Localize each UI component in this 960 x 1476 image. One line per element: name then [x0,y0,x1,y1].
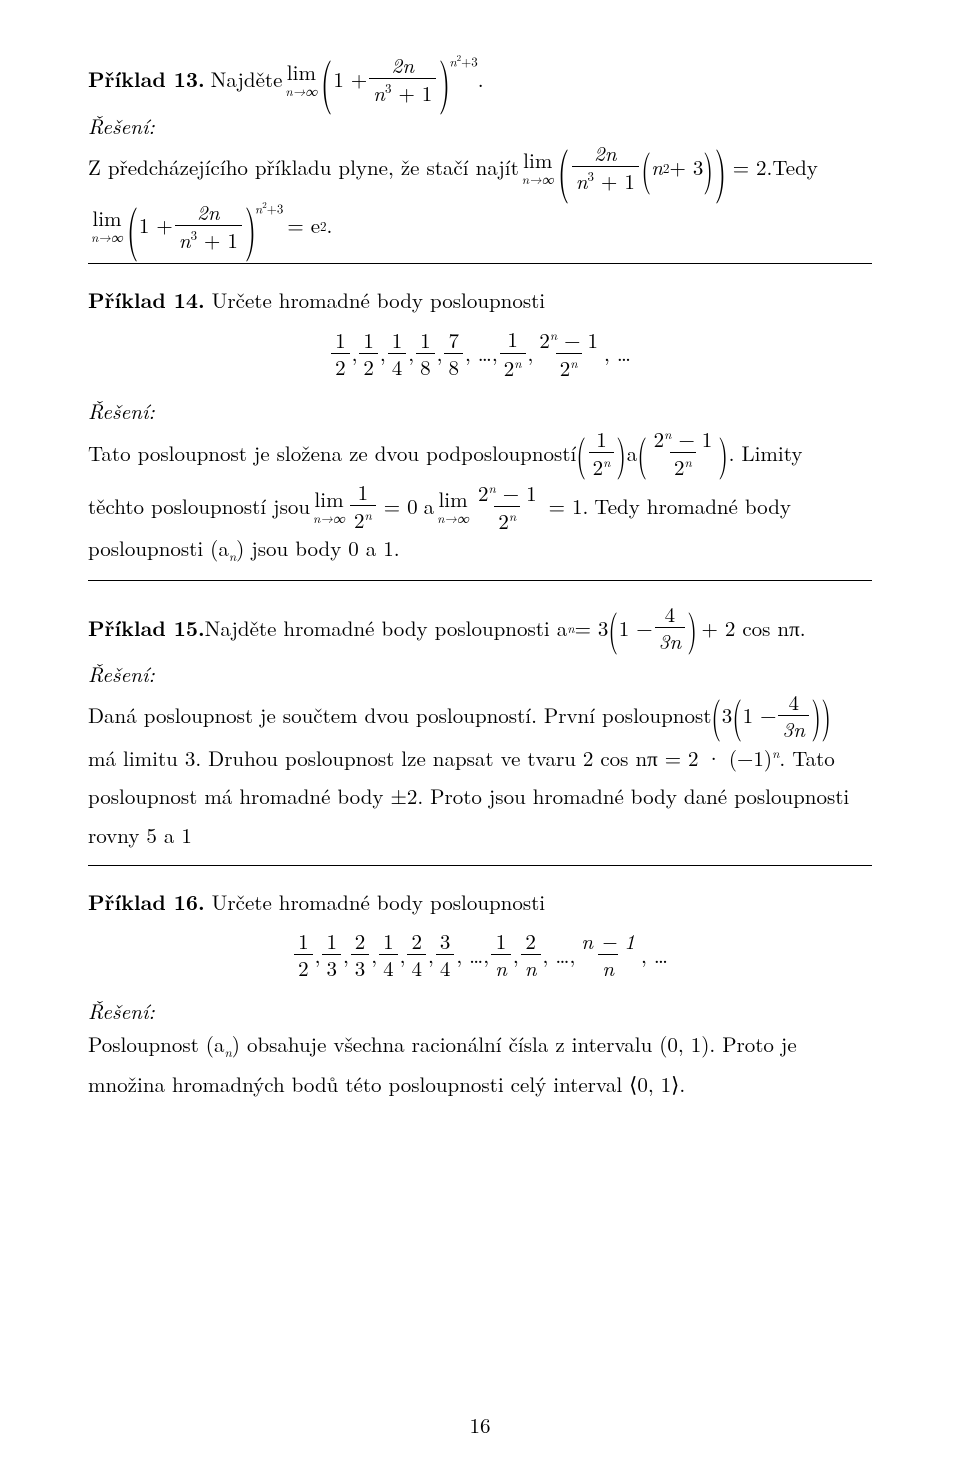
lparen: ( [321,56,333,102]
ex13-stem: Najděte [211,65,283,93]
ex14-sequence: 12 , 12 , 14 , 18 , 78 , … , 12n , 2n − … [88,328,872,379]
divider [88,580,872,581]
lim-expr: lim n→∞ [522,150,554,185]
ex13-label: Příklad 13. [88,65,205,93]
page-number: 16 [0,1410,960,1440]
ex15-header: Příklad 15. Najděte hromadné body poslou… [88,603,872,652]
ex16-l2: množina hromadných bodů této posloupnost… [88,1070,872,1098]
ex16-sequence: 12 , 13 , 23 , 14 , 24 , 34 , … , 1n , 2… [88,930,872,979]
ex16-reseni: Řešení: [88,997,872,1025]
fraction: 2n n3 + 1 [572,142,639,192]
ex13-line3: lim n→∞ ( 1 + 2n n3 + 1 ) n2+3 = e2. [88,201,872,251]
ex15-reseni: Řešení: [88,660,872,688]
ex16-l1: Posloupnost (an) obsahuje všechna racion… [88,1030,872,1061]
ex14-reseni: Řešení: [88,397,872,425]
ex15-l1: Daná posloupnost je součtem dvou posloup… [88,691,872,740]
fraction: 2n n3 + 1 [369,54,436,104]
lim-expr: lim n→∞ [91,208,123,243]
ex15-l2: má limitu 3. Druhou posloupnost lze naps… [88,744,872,772]
ex13-reseni: Řešení: [88,112,872,140]
divider [88,865,872,866]
ex13-line2: Z předcházejícího příkladu plyne, že sta… [88,142,872,192]
lim-expr: lim n→∞ [285,62,317,97]
ex13-header: Příklad 13. Najděte lim n→∞ ( 1 + 2n n3 … [88,54,872,104]
ex14-l1: Tato posloupnost je složena ze dvou podp… [88,427,872,478]
divider [88,263,872,264]
page: Příklad 13. Najděte lim n→∞ ( 1 + 2n n3 … [0,0,960,1149]
ex15-l3: posloupnost má hromadné body ±2. Proto j… [88,782,872,810]
ex14-l3: posloupnosti (an) jsou body 0 a 1. [88,534,872,565]
outer-exponent: n2+3 [449,52,477,70]
ex14-l2: těchto posloupností jsou lim n→∞ 12n = 0… [88,481,872,532]
ex15-l4: rovny 5 a 1 [88,821,872,849]
ex16-header: Příklad 16. Určete hromadné body posloup… [88,888,872,916]
ex14-header: Příklad 14. Určete hromadné body posloup… [88,286,872,314]
